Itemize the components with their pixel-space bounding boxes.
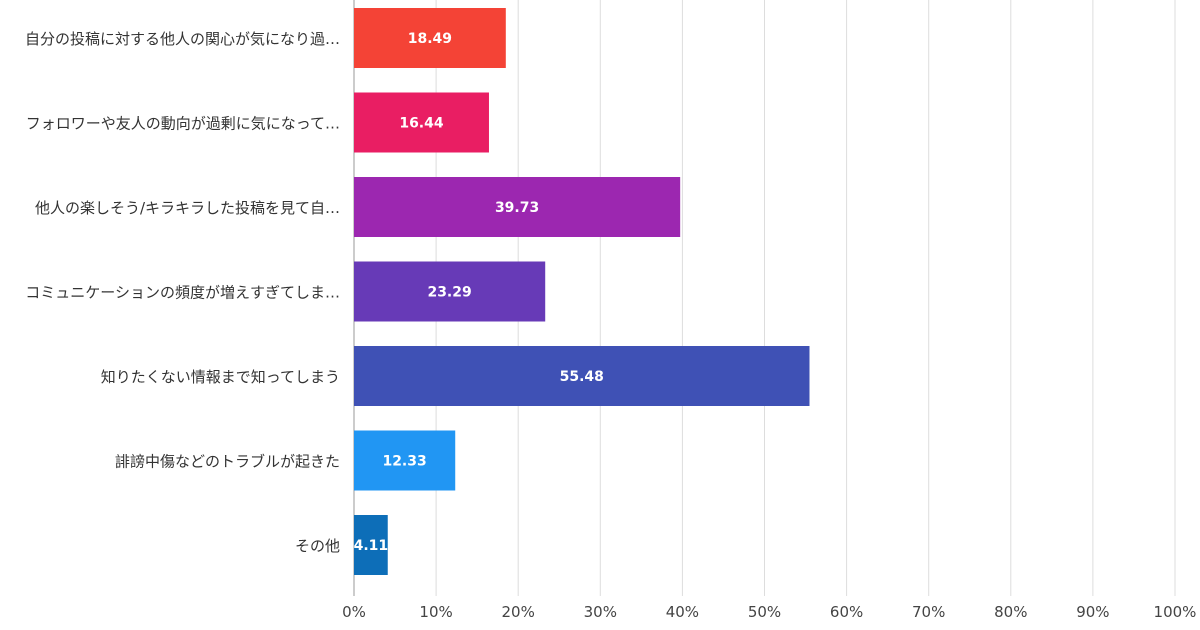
bar (354, 346, 810, 406)
bar (354, 177, 681, 237)
x-tick-label: 0% (342, 603, 366, 621)
bar-value-label: 18.49 (408, 31, 452, 47)
category-label: 自分の投稿に対する他人の関心が気になり過… (25, 30, 340, 48)
x-tick-label: 40% (666, 603, 699, 621)
bar-value-label: 39.73 (495, 200, 539, 216)
x-tick-label: 50% (748, 603, 781, 621)
x-tick-label: 10% (419, 603, 452, 621)
bar (354, 430, 456, 491)
category-label: 知りたくない情報まで知ってしまう (101, 368, 340, 386)
x-tick-label: 30% (584, 603, 617, 621)
category-label: フォロワーや友人の動向が過剰に気になって… (26, 115, 340, 133)
category-label: コミュニケーションの頻度が増えすぎてしま… (25, 284, 340, 302)
x-tick-label: 70% (912, 603, 945, 621)
bar (354, 8, 506, 68)
bar (354, 261, 546, 322)
x-tick-label: 20% (502, 603, 535, 621)
bar-value-label: 12.33 (382, 454, 426, 470)
bar-value-label: 23.29 (427, 285, 471, 301)
x-tick-label: 90% (1076, 603, 1109, 621)
bar-value-label: 16.44 (399, 116, 444, 132)
bar-value-label: 4.11 (354, 538, 389, 554)
x-tick-label: 80% (994, 603, 1027, 621)
bar (354, 515, 388, 575)
bar-value-label: 55.48 (560, 369, 604, 385)
x-axis-ticks: 0% 10% 20% 30% 40% 50% 60% 70% 80% 90% 100% (342, 603, 1196, 621)
x-tick-label: 60% (830, 603, 863, 621)
category-label: 誹謗中傷などのトラブルが起きた (115, 453, 340, 471)
category-label: 他人の楽しそう/キラキラした投稿を見て自… (35, 199, 340, 217)
category-label: その他 (295, 537, 340, 555)
category-labels: 自分の投稿に対する他人の関心が気になり過… フォロワーや友人の動向が過剰に気になっ… (25, 30, 340, 555)
x-tick-label: 100% (1154, 603, 1197, 621)
bars: 18.49 16.44 39.73 23.29 55.48 12.33 4.11 (354, 8, 810, 575)
bar (354, 92, 489, 153)
